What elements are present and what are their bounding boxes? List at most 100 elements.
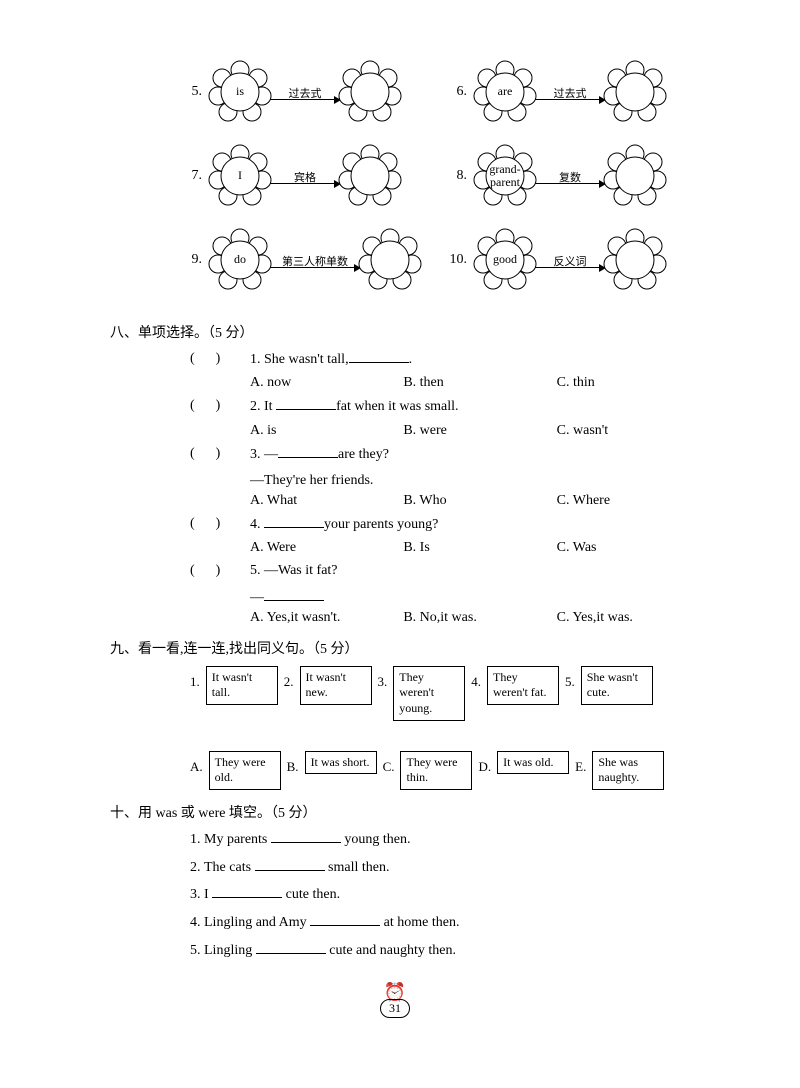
match-box[interactable]: It wasn't new.: [300, 666, 372, 705]
arrow: 复数: [535, 169, 605, 184]
flower-pair-7: 7. I 宾格: [180, 144, 445, 208]
fill-blank[interactable]: [349, 348, 409, 363]
mc-question: ( ) 4. your parents young?: [190, 513, 710, 536]
mc-options: A. now B. then C. thin: [250, 375, 710, 391]
box-num: D.: [478, 751, 491, 775]
flower-shape: do: [208, 228, 272, 292]
option-c[interactable]: C. Yes,it was.: [557, 610, 710, 626]
mc-options: A. Yes,it wasn't. B. No,it was. C. Yes,i…: [250, 610, 710, 626]
match-box[interactable]: She was naughty.: [592, 751, 664, 790]
flower-shape-empty: [358, 228, 422, 292]
fill-blank[interactable]: [256, 939, 326, 954]
page-footer: ⏰ 31: [80, 983, 710, 1018]
fill-blank[interactable]: [212, 883, 282, 898]
fill-blank[interactable]: [264, 586, 324, 601]
box-num: 2.: [284, 666, 294, 690]
flower-row: 7. I 宾格 8. grand-parent 复数: [180, 144, 710, 208]
fill-blank[interactable]: [310, 911, 380, 926]
box-num: E.: [575, 751, 586, 775]
match-bottom-row: A. They were old. B. It was short. C. Th…: [190, 751, 710, 790]
match-box[interactable]: It wasn't tall.: [206, 666, 278, 705]
fill-blank[interactable]: [255, 856, 325, 871]
flower-row: 9. do 第三人称单数 10. good 反义词: [180, 228, 710, 292]
option-a[interactable]: A. Yes,it wasn't.: [250, 610, 403, 626]
match-box[interactable]: It was old.: [497, 751, 569, 775]
section8-list: ( ) 1. She wasn't tall,. A. now B. then …: [190, 348, 710, 626]
option-c[interactable]: C. Where: [557, 493, 710, 509]
match-box[interactable]: They weren't fat.: [487, 666, 559, 705]
option-b[interactable]: B. No,it was.: [403, 610, 556, 626]
section9-heading: 九、看一看,连一连,找出同义句。（5 分）: [110, 638, 710, 658]
flower-word: do: [234, 253, 246, 266]
mc-options: A. What B. Who C. Where: [250, 493, 710, 509]
match-box[interactable]: It was short.: [305, 751, 377, 775]
fill-blank[interactable]: [276, 395, 336, 410]
arrow: 过去式: [270, 85, 340, 100]
section10-list: 1. My parents young then. 2. The cats sm…: [190, 828, 710, 963]
flower-shape: are: [473, 60, 537, 124]
option-a[interactable]: A. now: [250, 375, 403, 391]
option-a[interactable]: A. What: [250, 493, 403, 509]
flower-shape-empty: [603, 228, 667, 292]
flower-word: are: [498, 85, 513, 98]
flower-pair-10: 10. good 反义词: [445, 228, 710, 292]
arrow: 过去式: [535, 85, 605, 100]
mc-question: ( ) 1. She wasn't tall,.: [190, 348, 710, 371]
match-box[interactable]: They were old.: [209, 751, 281, 790]
answer-paren[interactable]: ( ): [190, 395, 250, 418]
flower-pair-6: 6. are 过去式: [445, 60, 710, 124]
answer-paren[interactable]: ( ): [190, 348, 250, 371]
section10-heading: 十、用 was 或 were 填空。（5 分）: [110, 802, 710, 822]
flower-shape: grand-parent: [473, 144, 537, 208]
item-number: 10.: [445, 252, 467, 268]
mc-question: ( ) 2. It fat when it was small.: [190, 395, 710, 418]
question-stem: 2. It fat when it was small.: [250, 395, 710, 418]
box-num: C.: [383, 751, 395, 775]
flower-word: grand-parent: [489, 163, 520, 189]
option-c[interactable]: C. thin: [557, 375, 710, 391]
arrow: 第三人称单数: [270, 253, 360, 268]
match-top-row: 1. It wasn't tall. 2. It wasn't new. 3. …: [190, 666, 710, 721]
answer-paren[interactable]: ( ): [190, 560, 250, 582]
arrow-line-icon: [270, 99, 340, 100]
question-line2: —They're her friends.: [250, 470, 710, 492]
option-a[interactable]: A. is: [250, 423, 403, 439]
option-c[interactable]: C. wasn't: [557, 423, 710, 439]
arrow-line-icon: [535, 183, 605, 184]
match-box[interactable]: They were thin.: [400, 751, 472, 790]
question-stem: 3. —are they?: [250, 443, 710, 466]
flower-word: is: [236, 85, 244, 98]
question-line2: —: [250, 586, 710, 609]
question-stem: 5. —Was it fat?: [250, 560, 710, 582]
option-b[interactable]: B. were: [403, 423, 556, 439]
arrow: 宾格: [270, 169, 340, 184]
mc-options: A. Were B. Is C. Was: [250, 540, 710, 556]
question-stem: 1. She wasn't tall,.: [250, 348, 710, 371]
arrow-line-icon: [270, 183, 340, 184]
fill-blank[interactable]: [271, 828, 341, 843]
box-num: 3.: [378, 666, 388, 690]
answer-paren[interactable]: ( ): [190, 513, 250, 536]
box-num: 5.: [565, 666, 575, 690]
answer-paren[interactable]: ( ): [190, 443, 250, 466]
option-c[interactable]: C. Was: [557, 540, 710, 556]
flower-word: I: [238, 169, 242, 182]
arrow-line-icon: [535, 99, 605, 100]
flower-shape: good: [473, 228, 537, 292]
box-num: B.: [287, 751, 299, 775]
option-a[interactable]: A. Were: [250, 540, 403, 556]
page-number: 31: [380, 999, 410, 1018]
fill-blank[interactable]: [264, 513, 324, 528]
match-box[interactable]: She wasn't cute.: [581, 666, 653, 705]
match-box[interactable]: They weren't young.: [393, 666, 465, 721]
option-b[interactable]: B. Is: [403, 540, 556, 556]
flower-shape: is: [208, 60, 272, 124]
flower-shape-empty: [603, 60, 667, 124]
option-b[interactable]: B. then: [403, 375, 556, 391]
option-b[interactable]: B. Who: [403, 493, 556, 509]
flower-pair-8: 8. grand-parent 复数: [445, 144, 710, 208]
fill-question: 2. The cats small then.: [190, 856, 710, 880]
fill-blank[interactable]: [278, 443, 338, 458]
flower-shape-empty: [603, 144, 667, 208]
flower-pair-5: 5. is 过去式: [180, 60, 445, 124]
